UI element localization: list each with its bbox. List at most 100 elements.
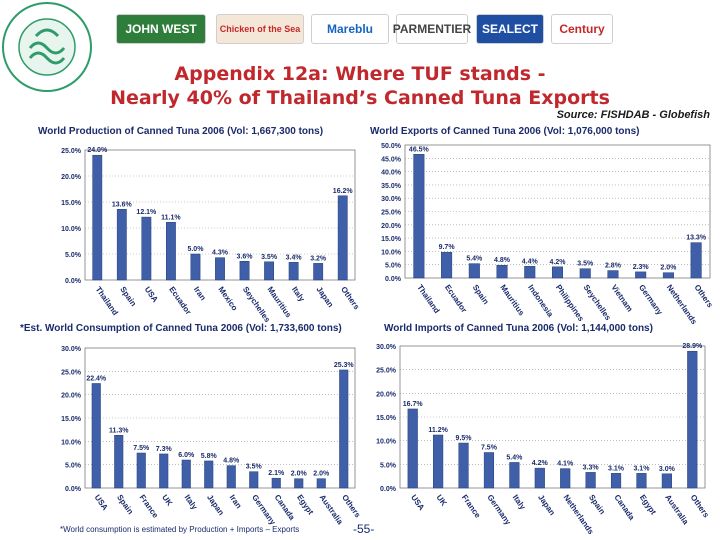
brand-logo-2: Mareblu: [311, 14, 389, 44]
chart-title-consumption: *Est. World Consumption of Canned Tuna 2…: [20, 323, 342, 334]
exports-chart: 0.0% 5.0% 10.0% 15.0% 20.0% 25.0% 30.0% 35.0% 40…: [381, 143, 715, 326]
category-label: Others: [692, 283, 714, 310]
y-tick-label: 30.0%: [61, 346, 82, 353]
category-label: Vietnam: [609, 283, 634, 314]
bar: [190, 253, 201, 281]
category-label: France: [460, 493, 483, 520]
data-label: 25.3%: [334, 362, 355, 369]
category-label: UK: [160, 493, 174, 508]
y-tick-label: 45.0%: [381, 156, 402, 163]
y-tick-label: 10.0%: [61, 439, 82, 446]
data-label: 7.5%: [133, 445, 150, 452]
brand-logo-4: SEALECT: [476, 14, 544, 44]
data-label: 2.0%: [291, 471, 308, 478]
bar: [687, 350, 698, 489]
y-tick-label: 5.0%: [65, 252, 82, 259]
data-label: 7.3%: [156, 446, 173, 453]
bar: [441, 251, 453, 279]
y-tick-label: 25.0%: [61, 148, 82, 155]
bar: [610, 473, 622, 489]
category-label: UK: [434, 493, 448, 508]
chart-title-imports: World Imports of Canned Tuna 2006 (Vol: …: [384, 323, 653, 334]
data-label: 11.3%: [109, 427, 129, 434]
data-label: 3.3%: [583, 464, 600, 471]
category-label: Seychelles: [582, 283, 613, 322]
y-tick-label: 0.0%: [380, 486, 397, 493]
data-label: 5.4%: [466, 256, 483, 263]
page-number: -55-: [353, 522, 375, 536]
data-label: 4.8%: [494, 257, 511, 264]
bar: [407, 408, 418, 489]
category-label: Canada: [273, 493, 297, 522]
data-label: 11.1%: [161, 214, 181, 221]
category-label: Thailand: [94, 285, 120, 317]
bar: [339, 369, 349, 489]
category-label: Germany: [485, 493, 513, 527]
y-tick-label: 20.0%: [376, 391, 397, 398]
data-label: 5.4%: [506, 454, 523, 461]
data-label: 22.4%: [86, 375, 107, 382]
data-label: 3.5%: [246, 464, 263, 471]
bar: [114, 435, 124, 489]
y-tick-label: 20.0%: [381, 223, 402, 230]
data-label: 4.2%: [550, 259, 567, 266]
page-title-line1: Appendix 12a: Where TUF stands -: [174, 63, 546, 85]
category-label: USA: [93, 493, 110, 512]
data-label: 5.8%: [201, 453, 218, 460]
data-label: 4.2%: [532, 460, 549, 467]
bar: [116, 209, 127, 281]
bar: [635, 271, 647, 279]
category-label: Mexico: [216, 285, 239, 312]
data-label: 16.2%: [333, 188, 354, 195]
category-label: Others: [339, 285, 361, 312]
bar: [636, 473, 647, 489]
category-label: Mauritius: [498, 283, 526, 318]
category-label: Others: [340, 493, 362, 520]
data-label: 11.2%: [428, 427, 448, 434]
category-label: Indonesia: [526, 283, 555, 319]
bar: [551, 266, 564, 279]
bar: [468, 263, 480, 279]
y-tick-label: 25.0%: [381, 210, 402, 217]
category-label: Italy: [183, 493, 200, 512]
data-label: 3.4%: [286, 254, 303, 261]
y-tick-label: 10.0%: [376, 439, 397, 446]
bar: [264, 261, 275, 281]
data-label: 2.3%: [633, 264, 650, 271]
brand-logo-5: Century: [551, 14, 613, 44]
bar: [215, 257, 225, 281]
data-label: 2.1%: [268, 470, 285, 477]
y-tick-label: 0.0%: [65, 278, 82, 285]
y-tick-label: 15.0%: [61, 200, 82, 207]
bar: [661, 473, 672, 489]
data-label: 3.2%: [310, 255, 327, 262]
bar: [413, 154, 425, 279]
bar: [91, 383, 101, 489]
category-label: Ecuador: [167, 285, 193, 316]
bar: [249, 471, 259, 489]
data-label: 13.6%: [112, 201, 133, 208]
source-note: Source: FISHDAB - Globefish: [556, 109, 710, 121]
data-label: 4.8%: [223, 458, 240, 465]
category-label: Italy: [511, 493, 528, 512]
data-label: 3.0%: [659, 466, 676, 473]
bar: [496, 264, 508, 279]
chart-title-production: World Production of Canned Tuna 2006 (Vo…: [38, 126, 324, 137]
bar: [271, 477, 281, 489]
y-tick-label: 10.0%: [61, 226, 82, 233]
data-label: 2.0%: [660, 265, 677, 272]
y-tick-label: 0.0%: [385, 276, 402, 283]
bar: [560, 468, 571, 489]
y-tick-label: 40.0%: [381, 170, 402, 177]
data-label: 3.1%: [608, 465, 625, 472]
bar: [141, 216, 152, 281]
brand-logo-0: JOHN WEST: [116, 14, 206, 44]
data-label: 12.1%: [136, 209, 157, 216]
data-label: 9.7%: [439, 244, 456, 251]
data-label: 5.0%: [187, 246, 204, 253]
data-label: 6.0%: [178, 452, 195, 459]
category-label: Egypt: [295, 493, 315, 517]
data-label: 16.7%: [403, 401, 424, 408]
bar: [226, 465, 236, 489]
y-tick-label: 5.0%: [385, 263, 402, 270]
